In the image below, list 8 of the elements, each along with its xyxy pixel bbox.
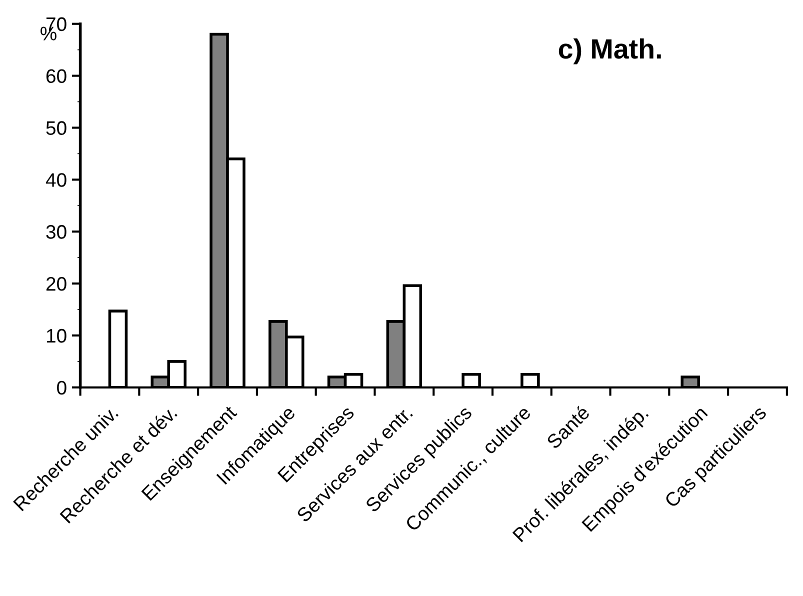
y-tick-label: 0 [57,380,66,395]
y-tick-label: 30 [46,225,66,239]
y-tick-label: 40 [46,173,66,187]
y-tick-label: 20 [46,276,66,291]
chart-title: c) Math. [558,38,661,64]
y-tick-label: 50 [46,121,66,135]
y-tick-label: 60 [46,69,66,84]
y-tick-label: 10 [46,328,66,343]
